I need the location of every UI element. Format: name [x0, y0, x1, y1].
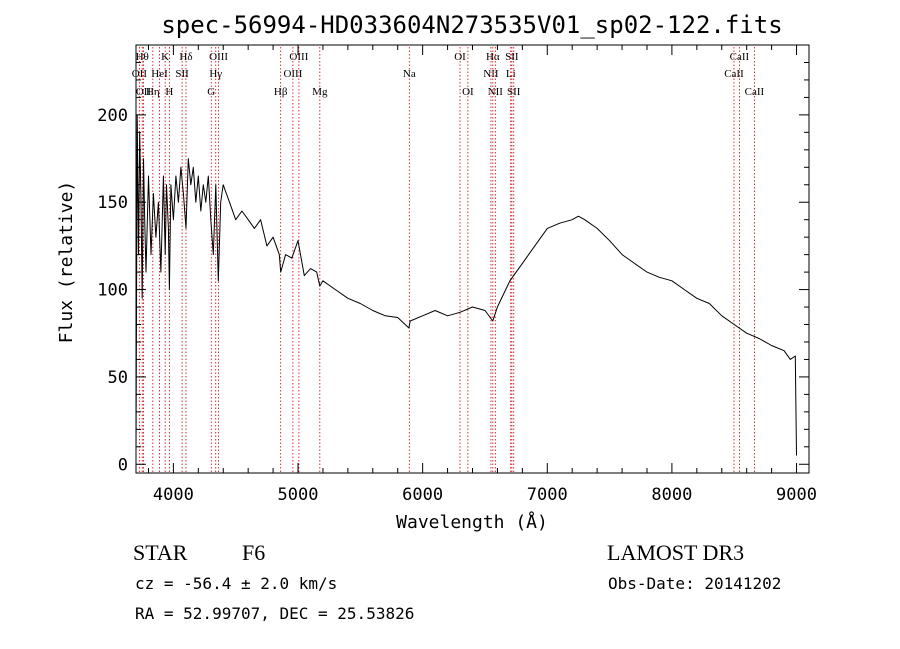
- y-tick-label-2: 100: [97, 281, 128, 301]
- x-tick-label-5: 9000: [776, 485, 817, 505]
- plot-frame: [135, 44, 810, 474]
- line-label-20: Hα: [486, 51, 500, 63]
- redshift-cz: cz = -56.4 ± 2.0 km/s: [135, 574, 338, 593]
- y-tick-label-3: 150: [97, 193, 128, 213]
- line-label-1: Hθ: [136, 51, 149, 63]
- y-tick-label-0: 0: [118, 455, 128, 475]
- line-label-11: OIII: [209, 51, 228, 63]
- spectral-line-markers: OIIHθOIIHηHeIKHSIIHδGHγOIIIHβOIIIOIIIMgN…: [132, 47, 765, 473]
- x-tick-label-2: 6000: [402, 485, 443, 505]
- line-label-16: Na: [403, 68, 416, 80]
- line-label-2: OII: [136, 86, 152, 98]
- line-label-0: OII: [132, 68, 148, 80]
- coordinates: RA = 52.99707, DEC = 25.53826: [135, 604, 415, 623]
- line-label-12: Hβ: [274, 86, 288, 98]
- line-label-18: OI: [462, 86, 474, 98]
- line-label-14: OIII: [289, 51, 308, 63]
- x-tick-label-3: 7000: [527, 485, 568, 505]
- line-label-13: OIII: [283, 68, 302, 80]
- line-label-3: Hη: [146, 86, 160, 98]
- axis-ticks: 4000 5000 6000 7000 8000 9000 0 50 100 150 200: [97, 45, 817, 505]
- line-label-19: NII: [483, 68, 499, 80]
- chart-title: spec-56994-HD033604N273535V01_sp02-122.f…: [161, 11, 782, 39]
- y-tick-label-1: 50: [108, 368, 128, 388]
- line-label-23: SII: [505, 51, 519, 63]
- line-label-25: CaII: [724, 68, 744, 80]
- y-axis-label: Flux (relative): [56, 181, 77, 344]
- line-label-7: SII: [175, 68, 189, 80]
- x-tick-label-0: 4000: [153, 485, 194, 505]
- observation-date: Obs-Date: 20141202: [608, 574, 782, 593]
- line-label-15: Mg: [312, 86, 328, 98]
- x-tick-label-1: 5000: [278, 485, 319, 505]
- line-label-17: OI: [454, 51, 466, 63]
- line-label-5: K: [161, 51, 169, 63]
- series-line-spectrum: [135, 114, 797, 456]
- line-label-9: G: [207, 86, 215, 98]
- line-label-8: Hδ: [179, 51, 192, 63]
- spectrum-series: [135, 114, 797, 456]
- line-label-27: CaII: [745, 86, 765, 98]
- line-label-10: Hγ: [209, 68, 222, 80]
- line-label-22: Li: [506, 68, 516, 80]
- line-label-26: CaII: [730, 51, 750, 63]
- spectral-subclass: F6: [242, 540, 266, 565]
- y-tick-label-4: 200: [97, 106, 128, 126]
- object-class: STAR: [133, 540, 188, 565]
- line-label-24: SII: [507, 86, 521, 98]
- survey-name: LAMOST DR3: [607, 540, 745, 565]
- line-label-6: H: [165, 86, 173, 98]
- x-axis-label: Wavelength (Å): [396, 511, 548, 533]
- line-label-4: HeI: [151, 68, 168, 80]
- x-tick-label-4: 8000: [651, 485, 692, 505]
- line-label-21: NII: [488, 86, 504, 98]
